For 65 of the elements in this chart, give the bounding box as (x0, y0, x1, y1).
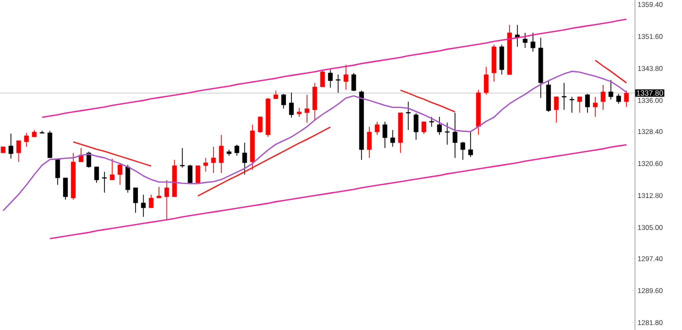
candlestick (437, 116, 442, 136)
candlestick (304, 94, 310, 123)
candlestick (156, 186, 162, 198)
candlestick (234, 144, 240, 156)
candlestick (382, 121, 388, 148)
candlestick (242, 142, 247, 176)
candlestick (312, 82, 318, 120)
candlestick (63, 178, 68, 200)
candlestick (468, 132, 473, 158)
candlestick (281, 93, 286, 110)
candlestick (196, 165, 200, 184)
candlestick (16, 140, 22, 162)
candlestick (616, 93, 621, 104)
candlestick (133, 187, 138, 214)
candlestick (336, 74, 340, 94)
candlestick (562, 82, 566, 110)
candlestick (499, 44, 504, 76)
candlestick (444, 122, 450, 146)
candlestick (148, 194, 154, 208)
candlestick (570, 96, 574, 114)
line-series (197, 126, 332, 197)
candlestick (296, 107, 302, 118)
candlestick (180, 148, 185, 168)
candlestick (624, 90, 629, 108)
candlestick (218, 134, 224, 174)
candlestick (484, 66, 489, 96)
candlestick (422, 121, 426, 134)
candlestick (55, 158, 60, 186)
candlestick (608, 80, 614, 100)
candlestick (118, 162, 122, 186)
candlestick (452, 112, 458, 158)
candlestick (600, 84, 606, 110)
candlestick (102, 171, 107, 194)
candlestick (429, 116, 434, 128)
candlestick (164, 180, 170, 220)
candlestick (374, 121, 380, 136)
candlestick (94, 166, 99, 184)
line-series (594, 60, 628, 84)
candlestick (390, 130, 396, 148)
candlestick (344, 64, 348, 90)
candlestick (258, 116, 263, 134)
candlestick (328, 69, 333, 88)
candlestick (366, 126, 372, 158)
candlestick (211, 146, 216, 174)
candlestick (24, 132, 29, 148)
line-series (400, 90, 456, 113)
candlestick (554, 96, 559, 123)
candlestick (125, 164, 130, 194)
candlestick (203, 157, 208, 172)
candlestick (577, 96, 582, 114)
candlestick (289, 92, 294, 118)
candlestick (460, 141, 466, 160)
candlestick (188, 164, 192, 184)
candlestick (414, 112, 418, 140)
candlestick (522, 32, 528, 48)
candlestick (406, 101, 411, 130)
candlestick (585, 93, 590, 114)
candlestick (592, 96, 598, 118)
candlestick (86, 151, 92, 168)
candlestick (110, 158, 115, 180)
candlestick (351, 72, 356, 92)
candlestick (320, 69, 325, 88)
candlestick (530, 32, 536, 52)
candlestick (8, 133, 14, 160)
candlestick (141, 194, 146, 218)
